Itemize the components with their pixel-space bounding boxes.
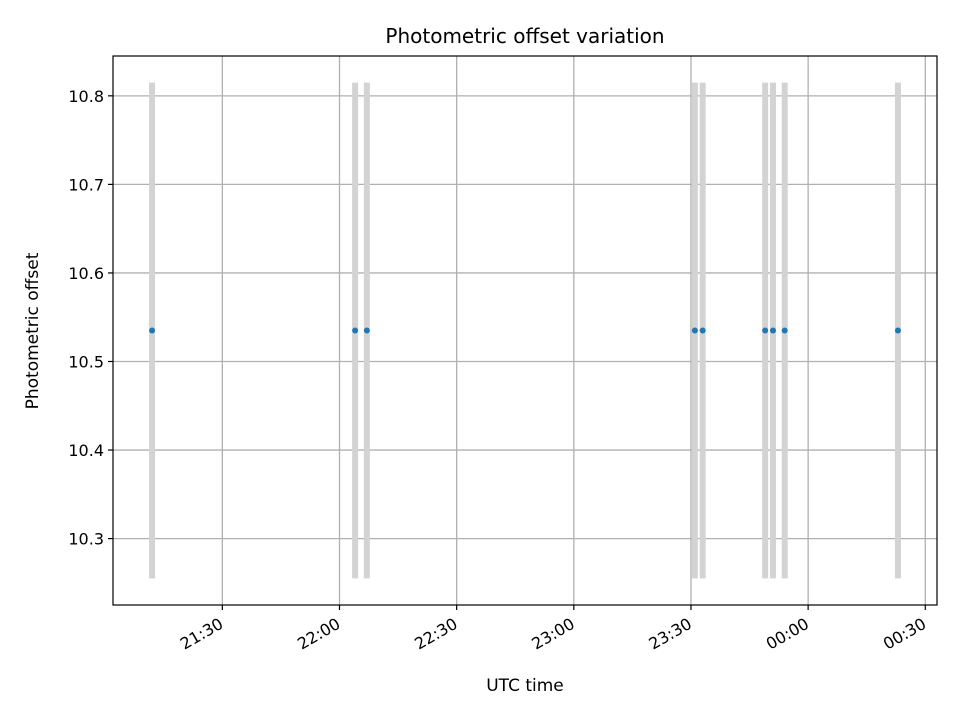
y-tick-label: 10.5 <box>68 352 104 371</box>
y-tick-label: 10.7 <box>68 175 104 194</box>
data-point <box>762 327 769 334</box>
y-tick-label: 10.6 <box>68 264 104 283</box>
y-tick-label: 10.4 <box>68 441 104 460</box>
data-point <box>769 327 776 334</box>
data-point <box>699 327 706 334</box>
y-tick-label: 10.8 <box>68 87 104 106</box>
data-point <box>691 327 698 334</box>
data-point <box>894 327 901 334</box>
x-axis-label: UTC time <box>486 676 564 696</box>
chart-title: Photometric offset variation <box>385 24 664 48</box>
y-axis-label: Photometric offset <box>23 252 43 409</box>
data-point <box>352 327 359 334</box>
data-point <box>363 327 370 334</box>
data-points <box>149 327 901 334</box>
y-tick-label: 10.3 <box>68 530 104 549</box>
grid <box>113 56 937 605</box>
plot-frame <box>112 55 938 606</box>
data-point <box>149 327 156 334</box>
y-axis-ticks: 10.3 10.4 10.5 10.6 10.7 10.8 <box>68 87 113 549</box>
data-point <box>781 327 788 334</box>
